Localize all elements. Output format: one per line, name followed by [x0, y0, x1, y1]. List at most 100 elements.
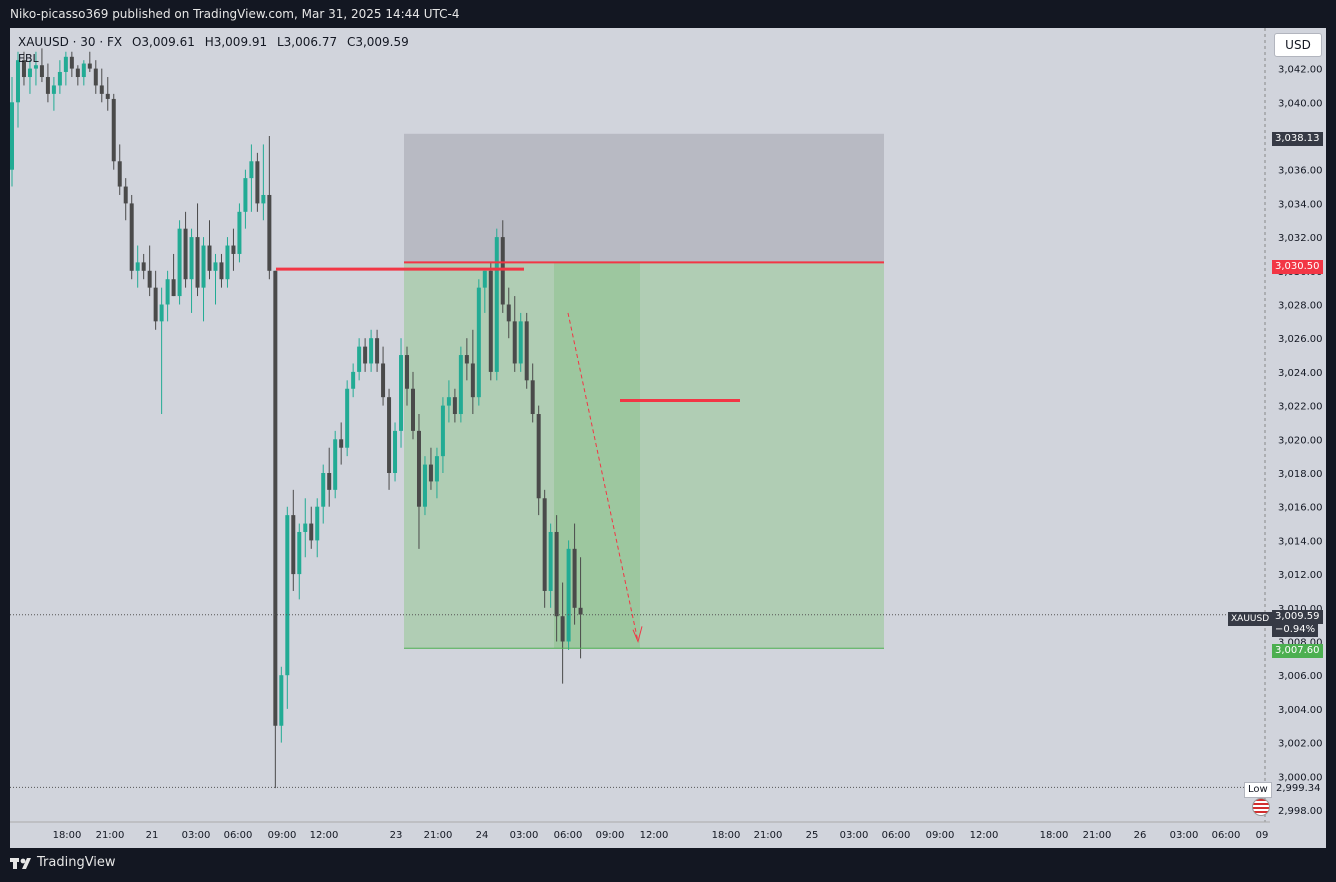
symbol-tag: XAUUSD [1228, 612, 1273, 626]
price-tick: 3,028.00 [1278, 301, 1323, 312]
candle-body [231, 245, 236, 254]
candle [303, 498, 308, 558]
candle [410, 371, 415, 440]
candle-body [75, 68, 80, 78]
stop-zone [404, 133, 884, 263]
candle-body [416, 430, 421, 507]
candle-body [243, 178, 248, 212]
candle-body [21, 60, 26, 78]
candle [333, 430, 338, 499]
time-tick: 18:00 [53, 830, 82, 841]
candle [255, 152, 260, 212]
candle [345, 380, 350, 457]
candle [105, 77, 110, 111]
candle-body [351, 371, 356, 389]
candle-body [387, 397, 392, 473]
candle [369, 329, 374, 372]
candle-body [183, 228, 188, 280]
candle [219, 253, 224, 288]
price-tick: 2,998.00 [1278, 806, 1323, 817]
open-value: 3,009.61 [141, 35, 195, 49]
candle-body [93, 68, 98, 86]
candle-body [309, 523, 314, 541]
time-axis: 18:00 21:00 21 03:00 06:00 09:00 12:00 23 21:00 2… [53, 830, 1269, 841]
time-tick: 21:00 [1083, 830, 1112, 841]
candle-body [321, 473, 326, 507]
candle [171, 253, 176, 297]
candle [159, 287, 164, 415]
candle [572, 523, 577, 625]
candle-body [159, 304, 164, 322]
candle-body [410, 388, 415, 431]
symbol-label[interactable]: XAUUSD · 30 · FX [18, 35, 123, 49]
candle-body [135, 262, 140, 271]
candle-body [171, 279, 176, 297]
low-value: 3,006.77 [283, 35, 338, 49]
close-value: 3,009.59 [355, 35, 409, 49]
candle-body [357, 346, 362, 372]
time-tick: 03:00 [840, 830, 869, 841]
price-tick: 3,032.00 [1278, 233, 1323, 244]
candle [530, 363, 535, 423]
candle-body [542, 498, 547, 591]
candle-body [177, 228, 182, 297]
candle-body [512, 321, 517, 364]
time-tick: 21:00 [96, 830, 125, 841]
candle [69, 51, 74, 78]
candle [554, 515, 559, 642]
candle-body [572, 548, 577, 608]
time-tick: 23 [390, 830, 403, 841]
candle-body [33, 65, 38, 69]
candle-body [381, 363, 386, 398]
candle [512, 296, 517, 372]
candle [135, 245, 140, 288]
candle-body [482, 270, 487, 288]
candle-body [45, 77, 50, 94]
candle-body [39, 65, 44, 78]
candle [339, 422, 344, 465]
candle-body [339, 439, 344, 448]
candle-body [464, 355, 469, 364]
candle [494, 228, 499, 381]
indicator-label[interactable]: EBL [18, 52, 39, 65]
time-tick: 18:00 [1040, 830, 1069, 841]
publisher-header: Niko-picasso369 published on TradingView… [0, 0, 1336, 28]
us-flag-icon[interactable] [1252, 798, 1270, 816]
low-price-tag: 2,999.34 [1276, 783, 1321, 794]
candle [57, 60, 62, 94]
price-tick: 3,018.00 [1278, 469, 1323, 480]
candle-body [440, 405, 445, 457]
candle [177, 220, 182, 305]
candle [297, 523, 302, 600]
price-tick: 3,020.00 [1278, 435, 1323, 446]
candle-body [345, 388, 350, 448]
candle-body [458, 355, 463, 415]
footer-bar [0, 848, 1336, 882]
candle [45, 63, 50, 103]
candle-body [255, 161, 260, 204]
candle-body [99, 85, 104, 94]
price-tick: 3,006.00 [1278, 671, 1323, 682]
candle-body [393, 430, 398, 473]
candle [452, 388, 457, 423]
currency-button[interactable]: USD [1274, 33, 1322, 57]
candle-body [291, 515, 296, 575]
time-tick: 09:00 [268, 830, 297, 841]
candle [111, 93, 116, 170]
candle-body [303, 523, 308, 532]
candle [458, 346, 463, 423]
low-label: L [276, 35, 284, 49]
candle [225, 237, 230, 288]
candle [536, 405, 541, 516]
candle-body [470, 363, 475, 398]
tradingview-logo[interactable]: TradingView [10, 855, 116, 870]
candle [237, 203, 242, 263]
tradingview-brand: TradingView [37, 855, 116, 870]
candle [422, 456, 427, 516]
candle-body [27, 68, 32, 78]
time-tick: 03:00 [182, 830, 211, 841]
candle-body [297, 531, 302, 575]
price-tick: 3,036.00 [1278, 166, 1323, 177]
price-tick: 3,022.00 [1278, 402, 1323, 413]
